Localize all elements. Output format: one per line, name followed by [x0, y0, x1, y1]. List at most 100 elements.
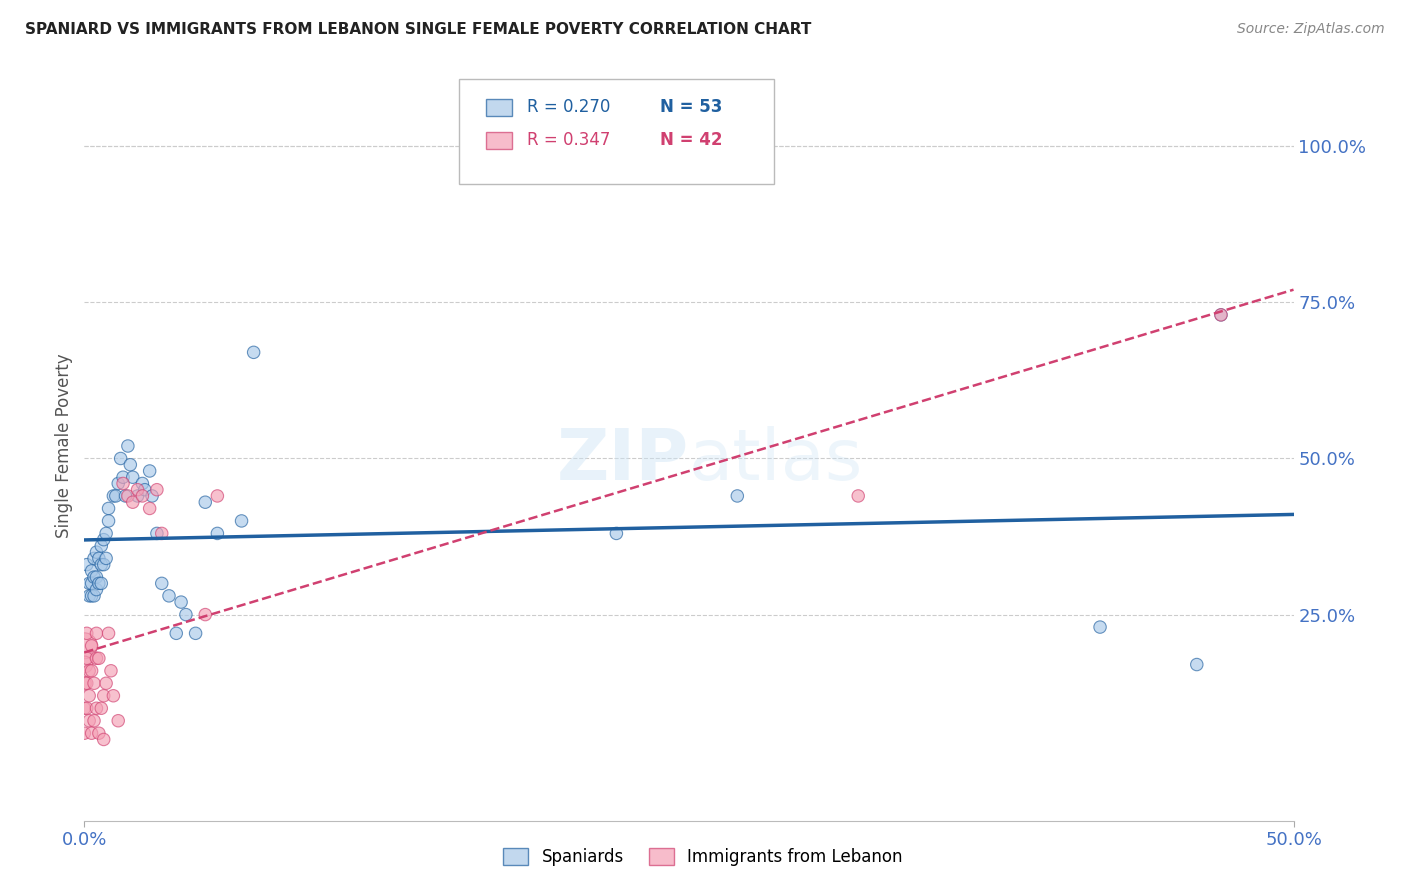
Text: Source: ZipAtlas.com: Source: ZipAtlas.com [1237, 22, 1385, 37]
Point [76, 676, 98, 690]
Point [87, 576, 110, 591]
Text: ZIP: ZIP [557, 426, 689, 495]
Point [80, 589, 103, 603]
Y-axis label: Single Female Poverty: Single Female Poverty [55, 354, 73, 538]
Point [83, 589, 105, 603]
Point [97, 514, 120, 528]
Point [1209, 308, 1232, 322]
Point [165, 626, 187, 640]
Point [131, 476, 153, 491]
Point [77, 714, 100, 728]
Point [127, 483, 149, 497]
Point [207, 489, 229, 503]
Point [90, 558, 112, 572]
FancyBboxPatch shape [460, 78, 773, 184]
Point [80, 576, 103, 591]
Point [97, 626, 120, 640]
Point [86, 570, 108, 584]
Text: N = 53: N = 53 [659, 98, 723, 116]
Point [605, 526, 627, 541]
Point [112, 470, 135, 484]
Point [107, 714, 129, 728]
Point [121, 495, 143, 509]
Point [242, 345, 264, 359]
Point [127, 489, 149, 503]
Point [134, 483, 156, 497]
Point [73, 639, 96, 653]
Point [121, 470, 143, 484]
Point [207, 526, 229, 541]
Point [174, 607, 197, 622]
Point [86, 582, 108, 597]
Point [150, 526, 173, 541]
Point [77, 689, 100, 703]
Point [184, 626, 207, 640]
Point [1088, 620, 1111, 634]
Point [83, 714, 105, 728]
Point [94, 551, 117, 566]
Point [141, 489, 163, 503]
FancyBboxPatch shape [486, 99, 512, 116]
Point [83, 551, 105, 566]
Point [73, 726, 96, 740]
Point [86, 651, 108, 665]
Text: R = 0.347: R = 0.347 [527, 131, 610, 149]
Point [194, 495, 217, 509]
Point [117, 489, 139, 503]
Point [76, 651, 98, 665]
Point [104, 489, 127, 503]
Point [114, 489, 136, 503]
Point [80, 726, 103, 740]
Point [80, 664, 103, 678]
Point [77, 664, 100, 678]
Point [86, 701, 108, 715]
Point [73, 657, 96, 672]
Point [117, 439, 139, 453]
Text: R = 0.270: R = 0.270 [527, 98, 610, 116]
Point [90, 701, 112, 715]
Point [87, 726, 110, 740]
Point [157, 589, 180, 603]
Point [107, 476, 129, 491]
Point [76, 626, 98, 640]
Point [194, 607, 217, 622]
Point [93, 689, 115, 703]
Point [76, 701, 98, 715]
Point [103, 489, 125, 503]
Point [93, 558, 115, 572]
Text: SPANIARD VS IMMIGRANTS FROM LEBANON SINGLE FEMALE POVERTY CORRELATION CHART: SPANIARD VS IMMIGRANTS FROM LEBANON SING… [25, 22, 811, 37]
Point [93, 533, 115, 547]
Point [87, 551, 110, 566]
Point [83, 676, 105, 690]
Point [73, 676, 96, 690]
Point [170, 595, 193, 609]
Point [231, 514, 253, 528]
Point [90, 576, 112, 591]
Point [80, 564, 103, 578]
FancyBboxPatch shape [486, 132, 512, 149]
Point [146, 526, 169, 541]
Legend: Spaniards, Immigrants from Lebanon: Spaniards, Immigrants from Lebanon [495, 840, 911, 875]
Point [94, 526, 117, 541]
Text: atlas: atlas [689, 426, 863, 495]
Point [76, 558, 98, 572]
Point [93, 732, 115, 747]
Point [112, 476, 135, 491]
Point [138, 501, 160, 516]
Point [97, 501, 120, 516]
Point [86, 626, 108, 640]
Text: N = 42: N = 42 [659, 131, 723, 149]
Point [138, 464, 160, 478]
Point [146, 483, 169, 497]
Point [94, 676, 117, 690]
Point [725, 489, 748, 503]
Point [120, 458, 142, 472]
Point [1209, 308, 1232, 322]
Point [131, 489, 153, 503]
Point [110, 451, 132, 466]
Point [90, 539, 112, 553]
Point [83, 570, 105, 584]
Point [80, 639, 103, 653]
Point [1185, 657, 1208, 672]
Point [100, 664, 122, 678]
